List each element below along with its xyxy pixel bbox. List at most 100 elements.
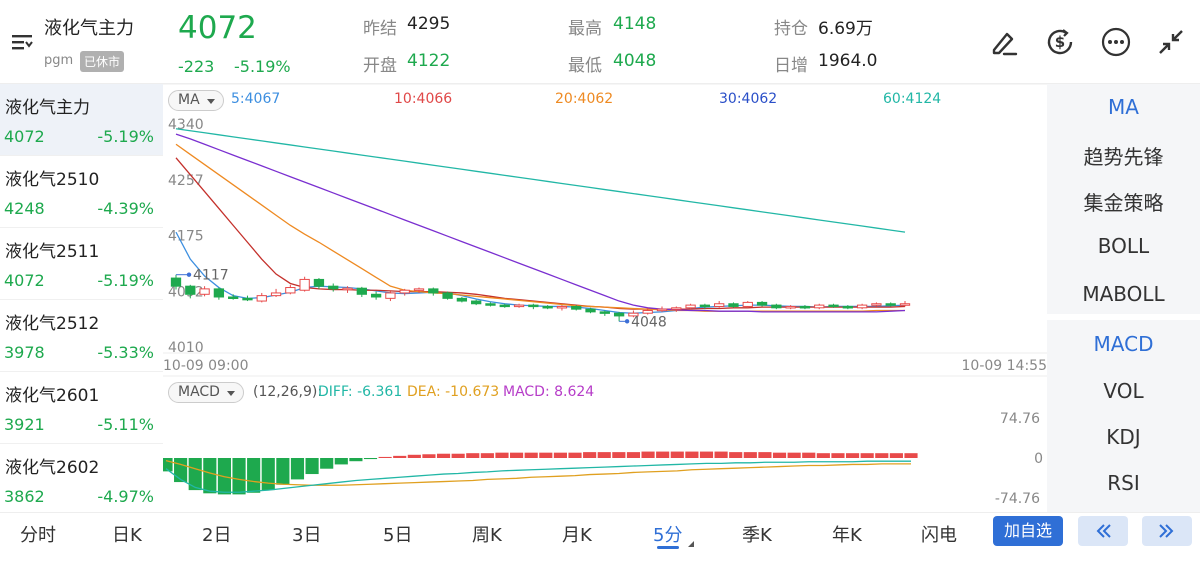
macd-bar-positive (802, 452, 816, 458)
candle-down (313, 278, 325, 287)
macd-bar-positive (656, 451, 670, 458)
macd-bar-positive (845, 453, 860, 458)
tab-daily-k[interactable]: 日K (112, 525, 142, 546)
tab-weekly-k[interactable]: 周K (472, 525, 502, 546)
macd-bar-positive (524, 452, 538, 458)
macd-bar-positive (451, 453, 465, 458)
ma-indicator-selector[interactable]: MA (168, 90, 224, 111)
macd-bar-positive (539, 452, 553, 458)
stat-value-open-interest: 6.69万 (818, 19, 873, 39)
tab-dropdown-icon[interactable] (688, 541, 694, 547)
indicator-maboll[interactable]: MABOLL (1082, 282, 1165, 306)
macd-bar-positive (699, 451, 714, 458)
next-button[interactable] (1142, 516, 1192, 546)
macd-indicator-selector[interactable]: MACD (168, 382, 244, 403)
contract-item[interactable]: 液化气2512 3978 -5.33% (0, 300, 163, 372)
candle-up (270, 292, 282, 297)
stat-label-daily-increase: 日增 (774, 56, 808, 76)
macd-axis-tick: 0 (1034, 451, 1043, 467)
candle-down (528, 304, 539, 308)
tab-2-day[interactable]: 2日 (202, 525, 232, 546)
tab-5-day[interactable]: 5日 (383, 525, 413, 546)
price-axis-tick: 4257 (168, 173, 204, 189)
contract-item-price: 4072 (4, 271, 45, 290)
last-price: 4072 (178, 10, 257, 46)
period-tab-bar: 分时 日K 2日 3日 5日 周K 月K 5分 季K 年K 闪电 加自选 (0, 512, 1200, 568)
candle-down (456, 297, 468, 302)
contract-list-toggle-icon[interactable] (10, 30, 36, 54)
candle-down (571, 305, 582, 310)
candle-down (542, 305, 553, 309)
macd-bar-positive (597, 452, 611, 458)
macd-histogram-value: MACD: 8.624 (503, 384, 595, 400)
candle-up (656, 308, 668, 312)
macd-bar-negative (305, 458, 319, 475)
currency-switch-icon[interactable]: $ (1044, 26, 1076, 58)
contract-item-change: -5.19% (97, 127, 154, 146)
indicator-ma[interactable]: MA (1108, 95, 1139, 119)
more-icon[interactable] (1100, 26, 1132, 58)
indicator-macd[interactable]: MACD (1093, 332, 1154, 356)
candle-up (413, 288, 425, 291)
tab-3-day[interactable]: 3日 (292, 525, 322, 546)
candle-up (671, 307, 682, 310)
main-indicator-group: MA 趋势先锋 集金策略 BOLL MABOLL (1047, 84, 1200, 314)
macd-bar-positive (495, 452, 509, 458)
candle-up (513, 304, 525, 308)
tab-intraday[interactable]: 分时 (20, 525, 56, 546)
candle-down (185, 285, 196, 295)
candle-down (613, 312, 625, 317)
candle-up (642, 310, 653, 314)
contract-item-name: 液化气2510 (5, 170, 100, 190)
indicator-rsi[interactable]: RSI (1107, 471, 1140, 495)
tab-monthly-k[interactable]: 月K (562, 525, 592, 546)
tab-5-minute[interactable]: 5分 (653, 525, 683, 546)
market-status-badge: 已休市 (80, 51, 125, 72)
macd-bar-positive (758, 452, 772, 458)
contract-item[interactable]: 液化气主力 4072 -5.19% (0, 84, 163, 156)
candle-down (771, 304, 782, 309)
candle-up (399, 289, 410, 294)
contract-item[interactable]: 液化气2511 4072 -5.19% (0, 228, 163, 300)
shrink-icon[interactable] (1155, 26, 1187, 58)
ma-line-ma5 (175, 231, 906, 314)
macd-indicator-selector-label: MACD (178, 384, 220, 400)
pen-draw-icon[interactable] (988, 26, 1020, 58)
stat-value-high: 4148 (613, 14, 657, 34)
candle-down (756, 301, 768, 306)
candle-up (628, 312, 639, 317)
contract-item[interactable]: 液化气2601 3921 -5.11% (0, 372, 163, 444)
add-to-watchlist-button[interactable]: 加自选 (993, 516, 1063, 546)
high-price-label: 4117 (193, 268, 229, 284)
candle-up (814, 304, 825, 309)
indicator-gold-strategy[interactable]: 集金策略 (1083, 191, 1164, 215)
contract-item-change: -5.11% (97, 415, 154, 434)
time-axis-end: 10-09 14:55 (962, 358, 1047, 374)
candle-down (471, 300, 482, 305)
tab-yearly-k[interactable]: 年K (832, 525, 862, 546)
indicator-trend-pioneer[interactable]: 趋势先锋 (1083, 145, 1164, 169)
candle-down (242, 297, 253, 301)
contract-item[interactable]: 液化气2510 4248 -4.39% (0, 156, 163, 228)
previous-button[interactable] (1078, 516, 1128, 546)
tab-flash[interactable]: 闪电 (921, 525, 957, 546)
macd-bar-negative (247, 458, 261, 493)
macd-bar-positive (436, 453, 451, 458)
indicator-kdj[interactable]: KDJ (1106, 425, 1141, 449)
macd-bar-negative (232, 458, 246, 495)
macd-diff-line (165, 460, 911, 493)
macd-bar-positive (466, 453, 480, 458)
macd-bar-positive (378, 456, 392, 458)
candle-up (256, 295, 267, 302)
contract-item[interactable]: 液化气2602 3862 -4.97% (0, 444, 163, 516)
macd-bar-positive (875, 453, 889, 458)
indicator-boll[interactable]: BOLL (1097, 234, 1150, 258)
ma20-value: 20:4062 (555, 91, 614, 107)
macd-bar-negative (349, 458, 363, 462)
macd-bar-positive (729, 452, 743, 458)
macd-bar-positive (407, 454, 421, 458)
indicator-vol[interactable]: VOL (1103, 379, 1144, 403)
tab-quarterly-k[interactable]: 季K (742, 525, 772, 546)
